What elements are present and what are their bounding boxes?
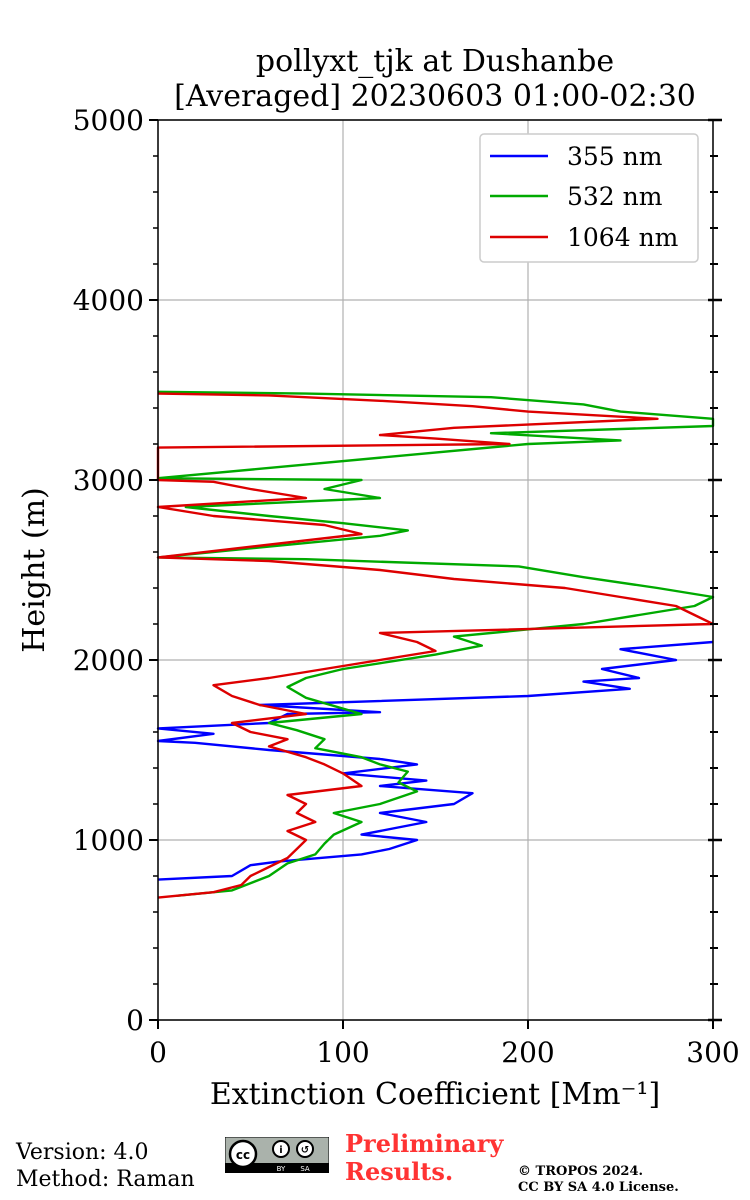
legend-box xyxy=(479,133,699,263)
preliminary-results-note: Preliminary Results. xyxy=(345,1130,503,1186)
x-tick-label-200: 200 xyxy=(501,1036,554,1069)
series-line-1064-nm xyxy=(156,392,715,899)
plot-frame xyxy=(157,119,714,1021)
sa-icon xyxy=(296,1140,314,1158)
cc-by-sa-badge: cc i ↺ BY SA xyxy=(225,1137,329,1173)
legend-label-532: 532 nm xyxy=(567,182,663,211)
method-text: Method: Raman xyxy=(16,1167,195,1192)
y-tick-label-0: 0 xyxy=(126,1004,144,1037)
series-lines xyxy=(156,390,715,899)
y-tick-label-4000: 4000 xyxy=(73,284,144,317)
y-tick-label-5000: 5000 xyxy=(73,104,144,137)
preliminary-line-1: Preliminary xyxy=(345,1129,504,1158)
preliminary-line-2: Results. xyxy=(345,1157,454,1186)
cc-icon xyxy=(228,1139,258,1169)
chart-subtitle: [Averaged] 20230603 01:00-02:30 xyxy=(174,79,696,114)
legend-label-355: 355 nm xyxy=(567,142,663,171)
y-tick-label-1000: 1000 xyxy=(73,824,144,857)
x-tick-label-300: 300 xyxy=(686,1036,739,1069)
legend-label-1064: 1064 nm xyxy=(567,223,679,252)
svg-text:↺: ↺ xyxy=(301,1145,309,1156)
x-axis-label: Extinction Coefficient [Mm⁻¹] xyxy=(210,1077,660,1112)
copyright-line-2: CC BY SA 4.0 License. xyxy=(518,1180,679,1195)
y-tick-label-2000: 2000 xyxy=(73,644,144,677)
copyright-note: © TROPOS 2024. CC BY SA 4.0 License. xyxy=(518,1164,679,1196)
legend: 355 nm 532 nm 1064 nm xyxy=(479,133,699,263)
version-text: Version: 4.0 xyxy=(16,1140,149,1165)
svg-text:cc: cc xyxy=(236,1148,250,1162)
series-line-532-nm xyxy=(156,390,715,897)
y-axis-label: Height (m) xyxy=(17,487,52,652)
svg-text:i: i xyxy=(279,1145,282,1156)
x-tick-label-100: 100 xyxy=(316,1036,369,1069)
by-icon xyxy=(272,1140,290,1158)
cc-sa-text: SA xyxy=(300,1165,310,1173)
cc-by-text: BY xyxy=(277,1165,286,1173)
copyright-line-1: © TROPOS 2024. xyxy=(518,1164,644,1179)
y-tick-label-3000: 3000 xyxy=(73,464,144,497)
chart-title: pollyxt_tjk at Dushanbe xyxy=(256,44,614,79)
x-tick-label-0: 0 xyxy=(149,1036,167,1069)
series-line-355-nm xyxy=(156,640,714,881)
